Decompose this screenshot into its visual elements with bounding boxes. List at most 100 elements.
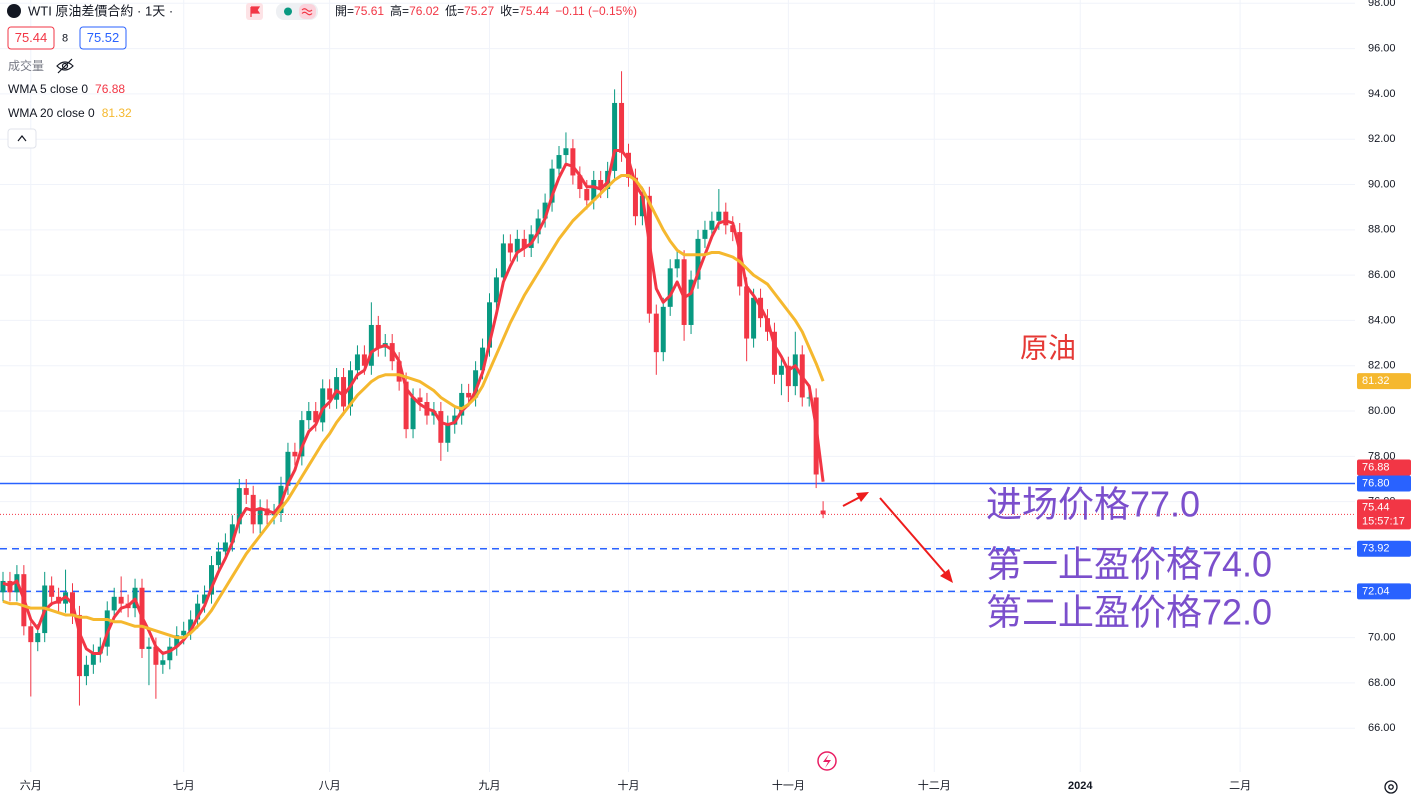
x-tick-label: 十月 [618,778,640,792]
y-tick-label: 82.00 [1368,360,1396,372]
candle-body [0,580,6,593]
candle-body [473,370,479,398]
candle-body [76,614,82,677]
bid-box[interactable] [7,26,55,50]
candle-body [361,354,367,366]
candle-body [160,660,166,665]
price-badge-label: 73.92 [1362,543,1390,555]
candle-body [28,626,34,643]
candle-body [229,524,235,543]
candle-body [83,664,89,677]
price-axis: 66.0068.0070.0072.0074.0076.0078.0080.00… [20,0,1411,792]
price-badge [1357,459,1411,476]
grid [0,0,1355,772]
candle-body [744,286,750,339]
x-tick-label: 九月 [479,779,501,792]
candle-body [570,148,576,176]
candle-body [299,420,305,457]
candle-body [577,175,583,190]
collapse-button[interactable] [7,128,37,149]
candle-body [792,354,798,387]
price-badge [1357,499,1411,530]
quote-label: 高= [390,3,409,18]
symbol-title[interactable]: WTI 原油差價合約 · 1天 · [28,3,173,18]
legend-entry: WMA 5 close 0 76.88 [8,82,125,96]
candle-body [438,411,444,443]
price-badge [1357,475,1411,492]
candle-body [459,392,465,416]
candle-body [584,189,590,201]
overlay: WTI 原油差價合約 · 1天 · 開=75.61 高=76.02 低=75.27 收… [7,3,1398,794]
candle-body [626,152,631,178]
candle-body [313,411,319,423]
legend-name: WMA 5 close 0 [8,82,88,96]
legend-value: 81.32 [102,106,132,120]
chevron [17,135,27,142]
price-badge [1357,540,1411,557]
candle-body [612,102,618,171]
y-tick-label: 94.00 [1368,88,1396,100]
y-tick-label: 88.00 [1368,224,1396,236]
candle-body [507,243,513,253]
x-tick-label: 十二月 [918,778,951,792]
candle-body [341,377,347,407]
candle-body [292,451,298,457]
candle-body [215,551,221,566]
candle-body [375,324,381,348]
settings-icon[interactable] [1384,780,1398,794]
x-tick-label: 七月 [173,779,195,792]
candle-body [118,596,124,604]
candle-body [681,259,687,325]
candle-body [236,488,242,525]
candle-body [549,168,555,203]
candle-body [104,610,110,647]
quote-label: 收= [500,4,519,18]
price-badge-countdown: 15:57:17 [1362,515,1405,527]
eye-off-icon[interactable] [56,58,74,74]
x-tick-label: 二月 [1229,780,1251,792]
price-badge-label: 75.44 [1362,501,1390,513]
candle-body [535,218,541,235]
candle-body [327,388,333,400]
candle-body [403,381,409,430]
candle-body [702,229,708,239]
candle-body [737,232,743,287]
price-badge-label: 76.88 [1362,461,1390,473]
candle-body [514,238,520,253]
ask-price: 75.52 [87,30,120,45]
candle-body [174,635,180,647]
candle-body [820,510,826,515]
candle-body [35,633,41,643]
candle-body [153,646,159,665]
annotation: 进场价格77.0 [986,484,1200,525]
candle-body [111,596,117,611]
wave-badge [299,4,316,19]
candle-body [674,259,680,269]
y-tick-label: 98.00 [1368,0,1396,9]
legend-name: WMA 20 close 0 [8,106,95,120]
symbol-icon[interactable] [7,4,21,18]
candle-body [716,211,722,221]
candle-body [521,238,527,248]
legend-value: 76.88 [95,82,125,96]
candle-body [146,646,152,649]
candle-body [500,243,506,278]
quote: 開=75.61 高=76.02 低=75.27 收=75.44 −0.11 (−0.15… [335,3,637,18]
candle-body [202,594,208,604]
x-tick-label: 十一月 [772,778,805,792]
candle-body [410,397,416,430]
annotation: 第一止盈价格74.0 [986,544,1272,585]
y-tick-label: 92.00 [1368,133,1396,145]
ask-box[interactable] [79,26,127,50]
candle-body [188,619,194,631]
x-tick-label: 八月 [319,780,341,792]
candle-body [354,354,360,371]
candle-body [632,177,638,217]
event-icon[interactable] [817,751,837,771]
y-tick-label: 68.00 [1368,677,1396,689]
candle-body [222,542,228,552]
price-badge [1357,583,1411,600]
candle-body [181,630,187,636]
